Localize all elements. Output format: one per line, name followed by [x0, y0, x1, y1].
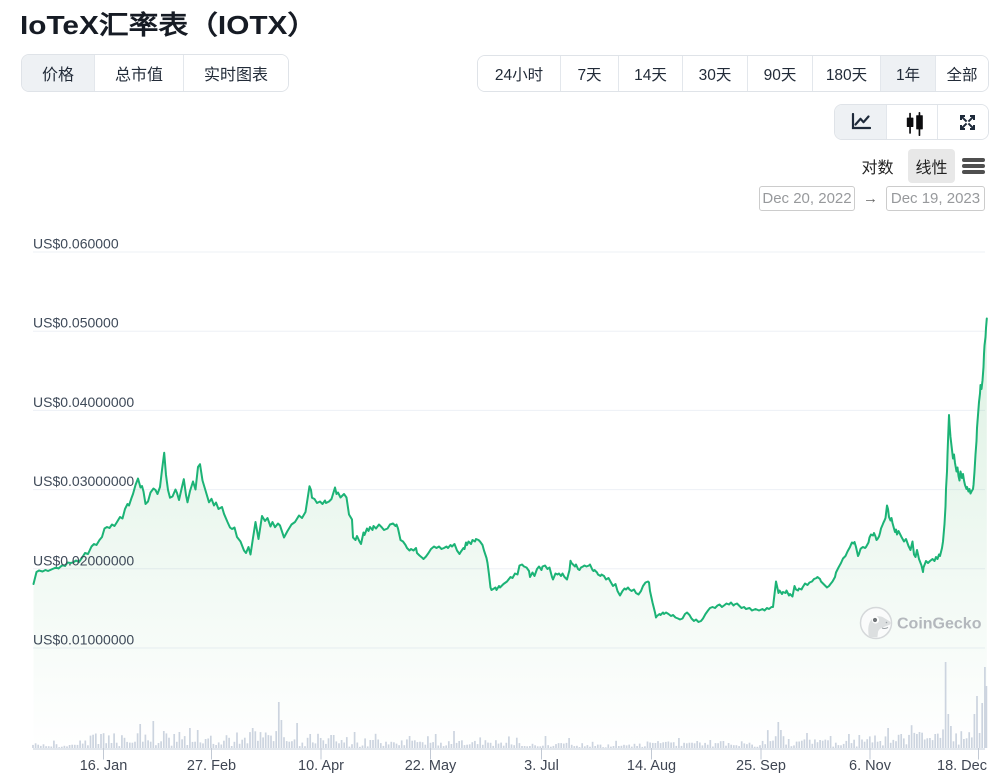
svg-text:14. Aug: 14. Aug — [627, 758, 676, 774]
svg-text:18. Dec: 18. Dec — [937, 758, 987, 774]
svg-text:US$0.04000000: US$0.04000000 — [33, 394, 134, 410]
svg-text:6. Nov: 6. Nov — [849, 758, 892, 774]
svg-text:16. Jan: 16. Jan — [80, 758, 128, 774]
svg-text:CoinGecko: CoinGecko — [897, 616, 982, 633]
svg-text:10. Apr: 10. Apr — [298, 758, 344, 774]
svg-text:22. May: 22. May — [405, 758, 457, 774]
svg-text:US$0.060000: US$0.060000 — [33, 236, 119, 252]
svg-text:3. Jul: 3. Jul — [524, 758, 559, 774]
svg-text:US$0.03000000: US$0.03000000 — [33, 473, 134, 489]
svg-text:27. Feb: 27. Feb — [187, 758, 236, 774]
svg-text:US$0.01000000: US$0.01000000 — [33, 632, 134, 648]
svg-text:US$0.02000000: US$0.02000000 — [33, 552, 134, 568]
svg-text:25. Sep: 25. Sep — [736, 758, 786, 774]
svg-text:US$0.050000: US$0.050000 — [33, 315, 119, 331]
